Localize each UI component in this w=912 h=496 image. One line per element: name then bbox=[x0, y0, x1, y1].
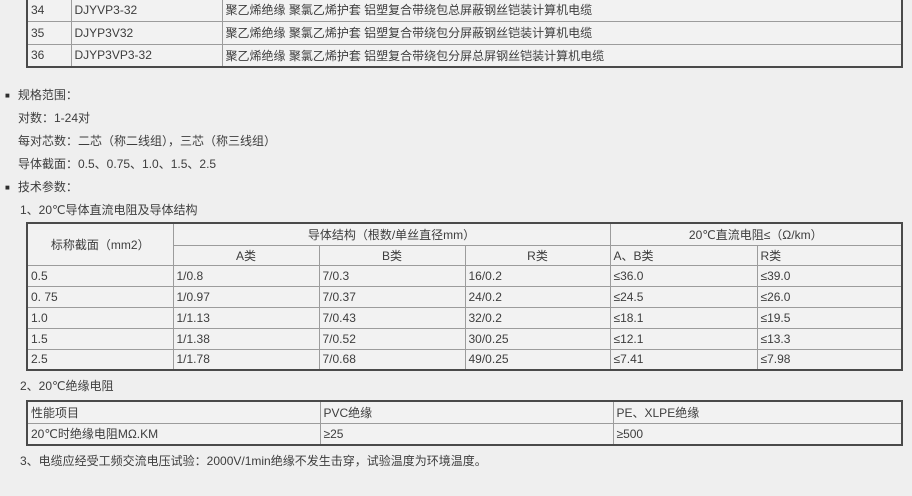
table-cell: ≥500 bbox=[612, 422, 903, 446]
table-cell: ≤18.1 bbox=[609, 306, 758, 329]
resistance-data-row: 2.5 1/1.78 7/0.68 49/0.25 ≤7.41 ≤7.98 bbox=[26, 348, 903, 371]
resistance-header-row-2: A类 B类 R类 A、B类 R类 bbox=[27, 244, 903, 266]
table-cell: 7/0.52 bbox=[318, 327, 466, 350]
resistance-data-row: 0.5 1/0.8 7/0.3 16/0.2 ≤36.0 ≤39.0 bbox=[26, 264, 903, 287]
insulation-table: 性能项目 PVC绝缘 PE、XLPE绝缘 20℃时绝缘电阻MΩ.KM ≥25 ≥… bbox=[26, 400, 903, 446]
table-cell: ≤12.1 bbox=[609, 327, 758, 350]
resistance-data-row: 1.5 1/1.38 7/0.52 30/0.25 ≤12.1 ≤13.3 bbox=[26, 327, 903, 350]
tech-params-title: 技术参数： bbox=[17, 180, 78, 194]
table-cell: ≥25 bbox=[319, 422, 614, 446]
col-header-pe-xlpe: PE、XLPE绝缘 bbox=[612, 400, 903, 424]
tech-item-2-heading: 2、20℃绝缘电阻 bbox=[20, 379, 114, 393]
table-cell: ≤19.5 bbox=[756, 306, 903, 329]
table-cell: 7/0.43 bbox=[318, 306, 466, 329]
model-table: 34 DJYVP3-32 聚乙烯绝缘 聚氯乙烯护套 铝塑复合带绕包总屏蔽钢丝铠装… bbox=[26, 0, 903, 68]
table-cell: 7/0.37 bbox=[318, 285, 466, 308]
table-cell: 1.0 bbox=[26, 306, 174, 329]
table-cell: 1/1.13 bbox=[172, 306, 320, 329]
model-table-row: 34 DJYVP3-32 聚乙烯绝缘 聚氯乙烯护套 铝塑复合带绕包总屏蔽钢丝铠装… bbox=[26, 0, 903, 22]
model-desc: 聚乙烯绝缘 聚氯乙烯护套 铝塑复合带绕包分屏蔽钢丝铠装计算机电缆 bbox=[221, 20, 903, 45]
group-header-conductor-structure: 导体结构（根数/单丝直径mm） bbox=[172, 222, 611, 246]
table-cell: ≤7.41 bbox=[609, 348, 758, 371]
tech-params-heading: ■ 技术参数： bbox=[0, 176, 912, 199]
model-code: DJYP3VP3-32 bbox=[70, 43, 223, 68]
spec-range-heading: ■ 规格范围： bbox=[0, 84, 912, 107]
table-cell: 7/0.68 bbox=[318, 348, 466, 371]
spec-line-pairs: 对数：1-24对 bbox=[18, 111, 91, 125]
col-header-class-b: B类 bbox=[318, 244, 466, 266]
resistance-data-row: 0. 75 1/0.97 7/0.37 24/0.2 ≤24.5 ≤26.0 bbox=[26, 285, 903, 308]
tech-item-3-note: 3、电缆应经受工频交流电压试验：2000V/1min绝缘不发生击穿，试验温度为环… bbox=[20, 454, 487, 468]
table-cell: ≤24.5 bbox=[609, 285, 758, 308]
table-cell: 1.5 bbox=[26, 327, 174, 350]
model-desc: 聚乙烯绝缘 聚氯乙烯护套 铝塑复合带绕包分屏总屏钢丝铠装计算机电缆 bbox=[221, 43, 903, 68]
table-cell: ≤26.0 bbox=[756, 285, 903, 308]
col-header-class-ab-res: A、B类 bbox=[609, 244, 758, 266]
table-cell: 2.5 bbox=[26, 348, 174, 371]
group-header-dc-resistance: 20℃直流电阻≤（Ω/km） bbox=[609, 222, 903, 246]
spec-range-title: 规格范围： bbox=[17, 88, 78, 102]
model-desc: 聚乙烯绝缘 聚氯乙烯护套 铝塑复合带绕包总屏蔽钢丝铠装计算机电缆 bbox=[221, 0, 903, 22]
table-cell: ≤7.98 bbox=[756, 348, 903, 371]
table-cell: 24/0.2 bbox=[464, 285, 611, 308]
col-header-property: 性能项目 bbox=[26, 400, 321, 424]
bullet-square-icon: ■ bbox=[5, 91, 10, 100]
bullet-square-icon: ■ bbox=[5, 183, 10, 192]
table-cell: ≤13.3 bbox=[756, 327, 903, 350]
spec-line-sections: 导体截面：0.5、0.75、1.0、1.5、2.5 bbox=[18, 157, 217, 171]
table-cell: 0.5 bbox=[26, 264, 174, 287]
resistance-data-row: 1.0 1/1.13 7/0.43 32/0.2 ≤18.1 ≤19.5 bbox=[26, 306, 903, 329]
table-cell: 1/0.8 bbox=[172, 264, 320, 287]
insulation-header-row: 性能项目 PVC绝缘 PE、XLPE绝缘 bbox=[26, 400, 903, 424]
model-no: 35 bbox=[26, 20, 72, 45]
tech-item-1-heading: 1、20℃导体直流电阻及导体结构 bbox=[20, 203, 198, 217]
table-cell: 30/0.25 bbox=[464, 327, 611, 350]
table-cell: 16/0.2 bbox=[464, 264, 611, 287]
model-no: 34 bbox=[26, 0, 72, 22]
col-header-class-a: A类 bbox=[172, 244, 320, 266]
resistance-header-row-1: 标称截面（mm2） 导体结构（根数/单丝直径mm） 20℃直流电阻≤（Ω/km） bbox=[26, 222, 903, 266]
table-cell: 7/0.3 bbox=[318, 264, 466, 287]
model-table-row: 35 DJYP3V32 聚乙烯绝缘 聚氯乙烯护套 铝塑复合带绕包分屏蔽钢丝铠装计… bbox=[26, 20, 903, 45]
spec-section: ■ 规格范围： 对数：1-24对 每对芯数：二芯（称二线组），三芯（称三线组） 导… bbox=[0, 84, 912, 222]
table-cell: ≤39.0 bbox=[756, 264, 903, 287]
model-code: DJYP3V32 bbox=[70, 20, 223, 45]
col-header-pvc: PVC绝缘 bbox=[319, 400, 614, 424]
col-header-class-r: R类 bbox=[464, 244, 611, 266]
model-code: DJYVP3-32 bbox=[70, 0, 223, 22]
table-cell: 1/0.97 bbox=[172, 285, 320, 308]
insulation-data-row: 20℃时绝缘电阻MΩ.KM ≥25 ≥500 bbox=[26, 422, 903, 446]
col-header-class-r-res: R类 bbox=[756, 244, 903, 266]
model-no: 36 bbox=[26, 43, 72, 68]
table-cell: ≤36.0 bbox=[609, 264, 758, 287]
resistance-table: 标称截面（mm2） 导体结构（根数/单丝直径mm） 20℃直流电阻≤（Ω/km）… bbox=[26, 222, 903, 371]
table-cell: 0. 75 bbox=[26, 285, 174, 308]
model-table-row: 36 DJYP3VP3-32 聚乙烯绝缘 聚氯乙烯护套 铝塑复合带绕包分屏总屏钢… bbox=[26, 43, 903, 68]
table-cell: 49/0.25 bbox=[464, 348, 611, 371]
spec-line-cores: 每对芯数：二芯（称二线组），三芯（称三线组） bbox=[18, 134, 277, 148]
table-cell: 1/1.78 bbox=[172, 348, 320, 371]
table-cell: 1/1.38 bbox=[172, 327, 320, 350]
table-cell: 32/0.2 bbox=[464, 306, 611, 329]
col-header-nominal-section: 标称截面（mm2） bbox=[26, 222, 174, 266]
table-cell: 20℃时绝缘电阻MΩ.KM bbox=[26, 422, 321, 446]
